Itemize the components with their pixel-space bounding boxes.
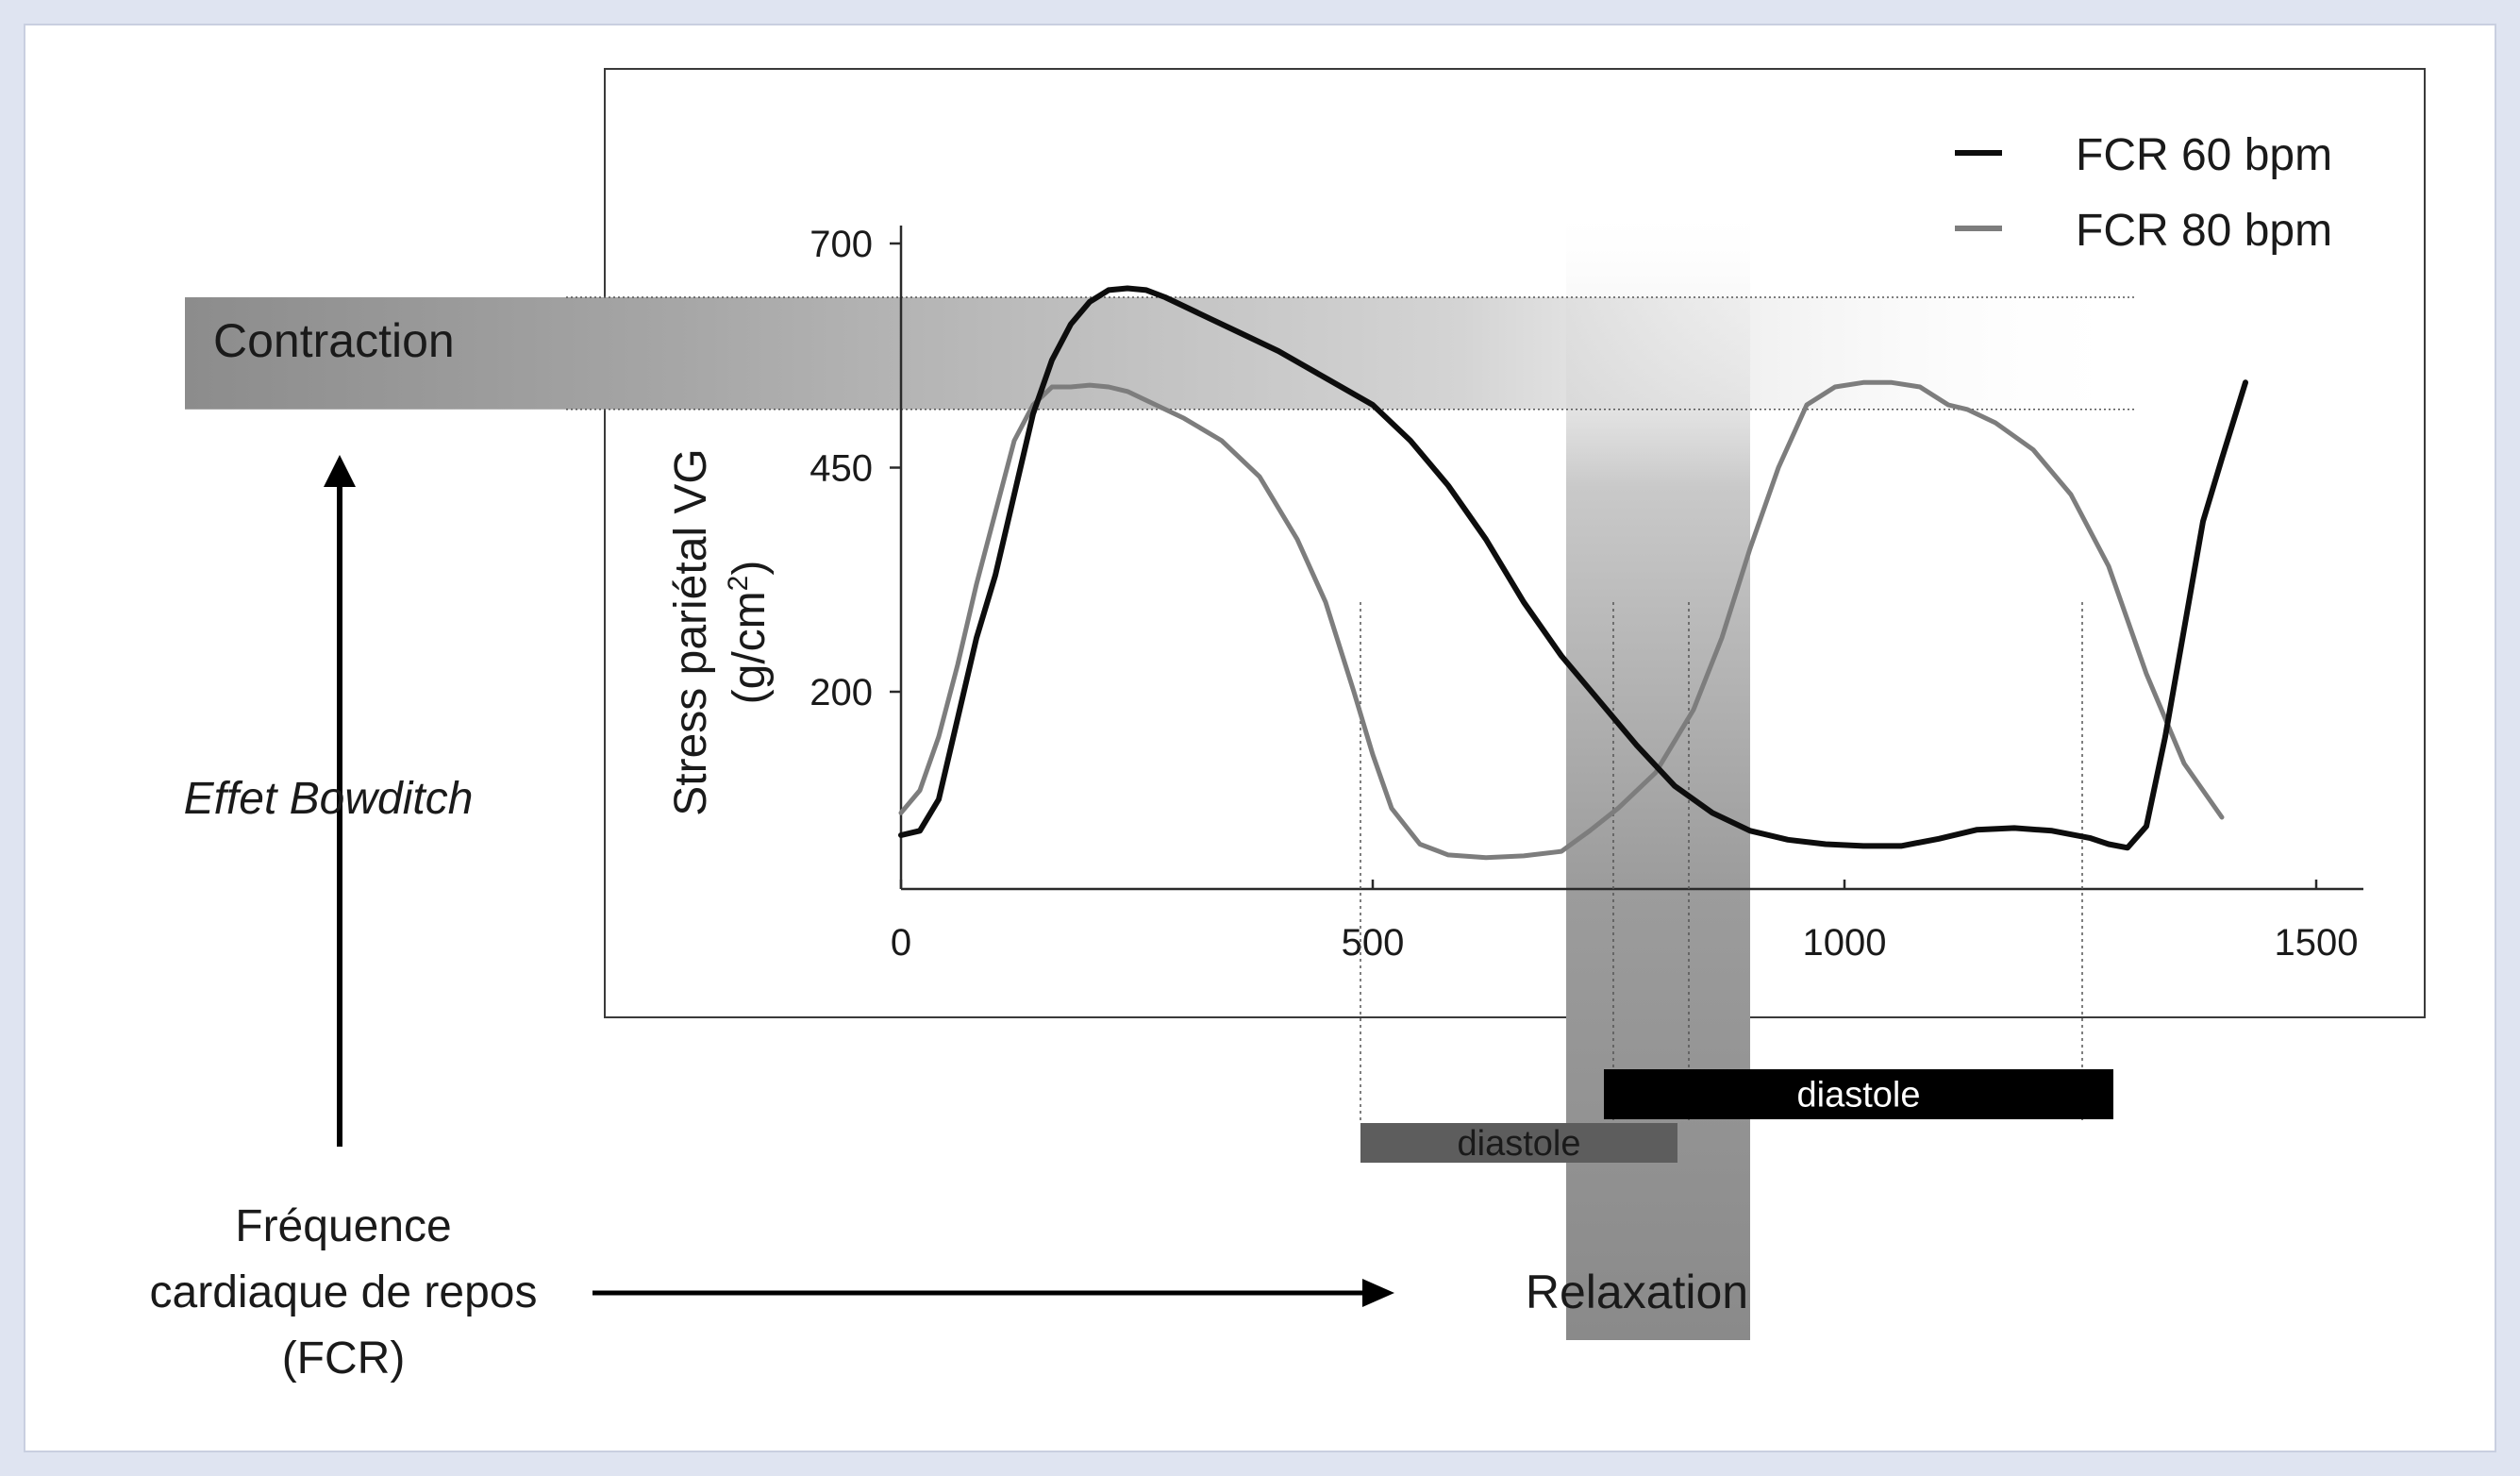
- diastole-bar-label: diastole: [1797, 1076, 1921, 1115]
- y-axis-unit-prefix: (g/cm: [725, 591, 775, 704]
- series-line-fcr-80: [898, 379, 2225, 861]
- series-line-fcr-60: [898, 285, 2248, 851]
- y-tick-label: 700: [809, 224, 873, 265]
- fcr-arrow-head: [1362, 1279, 1394, 1307]
- x-tick-label: 0: [891, 922, 911, 964]
- y-axis-unit-label: (g/cm2): [723, 561, 775, 705]
- contraction-band: [185, 297, 2146, 410]
- series-layer: [898, 285, 2248, 861]
- contraction-label: Contraction: [213, 314, 455, 367]
- x-tick-label: 1000: [1803, 922, 1887, 964]
- x-ticks: 0 500 1000 1500: [891, 880, 2359, 964]
- diastole-bar-label: diastole: [1458, 1124, 1581, 1164]
- fcr-label-line-2: cardiaque de repos: [150, 1267, 538, 1317]
- diastole-bars: diastole diastole: [1360, 1069, 2113, 1164]
- x-tick-label: 1500: [2275, 922, 2359, 964]
- y-tick-label: 200: [809, 672, 873, 713]
- diastole-guide-lines: [1360, 602, 2083, 1123]
- legend-label-fcr-60: FCR 60 bpm: [2076, 130, 2332, 180]
- x-tick-label: 500: [1342, 922, 1405, 964]
- fcr-label-line-3: (FCR): [282, 1333, 406, 1384]
- bowditch-label: Effet Bowditch: [184, 774, 474, 824]
- y-ticks: 200 450 700: [809, 224, 901, 713]
- bowditch-arrow-head: [324, 455, 356, 487]
- diastole-bar-fcr-60: [1604, 1069, 2113, 1119]
- y-axis-label: Stress pariétal VG: [666, 448, 716, 815]
- chart-frame: [604, 68, 2426, 1018]
- y-axis-unit-exponent: 2: [723, 576, 754, 592]
- legend-label-fcr-80: FCR 80 bpm: [2076, 206, 2332, 256]
- fcr-label-line-1: Fréquence: [235, 1201, 451, 1251]
- relaxation-label: Relaxation: [1526, 1266, 1748, 1318]
- y-tick-label: 450: [809, 448, 873, 490]
- y-axis-unit-suffix: ): [725, 561, 775, 576]
- diastole-bar-fcr-80: [1360, 1123, 1677, 1163]
